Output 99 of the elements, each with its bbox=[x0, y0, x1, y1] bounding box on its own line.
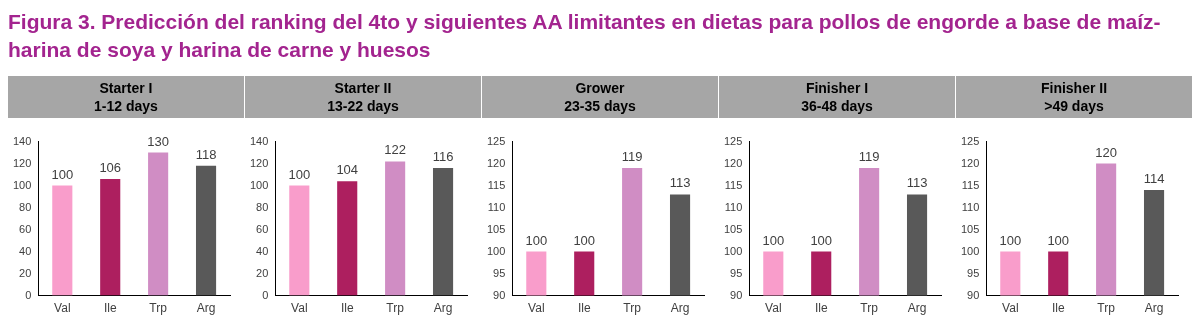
y-tick-label: 40 bbox=[256, 244, 269, 257]
bar bbox=[432, 168, 454, 296]
chart-subtitle: 13-22 days bbox=[327, 97, 399, 115]
y-tick-label: 110 bbox=[487, 200, 506, 213]
bar bbox=[195, 165, 217, 296]
y-tick-label: 80 bbox=[256, 200, 269, 213]
y-tick-label: 115 bbox=[724, 178, 743, 191]
data-label: 100 bbox=[810, 232, 833, 248]
data-label: 116 bbox=[432, 149, 454, 165]
y-tick-label: 120 bbox=[12, 156, 32, 169]
x-tick-label: Val bbox=[528, 301, 545, 316]
data-label: 120 bbox=[1095, 144, 1117, 160]
x-tick-label: Ile bbox=[814, 301, 828, 316]
x-tick-label: Ile bbox=[577, 301, 591, 316]
y-tick-label: 115 bbox=[961, 178, 980, 191]
data-label: 119 bbox=[621, 149, 643, 165]
bar bbox=[52, 185, 73, 296]
y-tick-label: 60 bbox=[256, 222, 269, 235]
bar bbox=[148, 152, 169, 296]
y-tick-label: 40 bbox=[19, 244, 32, 257]
y-tick-label: 110 bbox=[961, 200, 980, 213]
data-label: 100 bbox=[573, 232, 596, 248]
data-label: 104 bbox=[336, 162, 359, 178]
data-label: 106 bbox=[99, 160, 122, 176]
y-tick-label: 60 bbox=[19, 222, 32, 235]
text: Figura 3. Predicción del ranking del 4to y siguientes AA limitantes en dietas para pollos de engorde a base de maíz-harina de soya y harina de carne y huesos bbox=[8, 10, 1161, 61]
x-tick-label: Arg bbox=[433, 301, 453, 316]
x-tick-label: Arg bbox=[1144, 301, 1164, 316]
y-tick-label: 120 bbox=[486, 156, 506, 169]
y-tick-label: 90 bbox=[967, 288, 980, 301]
x-tick-label: Ile bbox=[340, 301, 354, 316]
chart-subtitle: >49 days bbox=[1044, 97, 1104, 115]
y-tick-label: 125 bbox=[960, 134, 980, 147]
y-tick-label: 100 bbox=[486, 244, 506, 257]
data-label: 113 bbox=[906, 175, 928, 191]
y-tick-label: 120 bbox=[723, 156, 743, 169]
bar bbox=[385, 161, 406, 296]
y-tick-label: 90 bbox=[493, 288, 506, 301]
x-tick-label: Arg bbox=[670, 301, 690, 316]
y-tick-label: 20 bbox=[19, 266, 32, 279]
y-tick-label: 95 bbox=[730, 266, 743, 279]
y-tick-label: 100 bbox=[12, 178, 32, 191]
data-label: 118 bbox=[195, 146, 217, 162]
data-label: 130 bbox=[147, 133, 169, 149]
x-tick-label: Val bbox=[1002, 301, 1019, 316]
x-tick-label: Val bbox=[291, 301, 308, 316]
chart-title: Finisher I bbox=[805, 79, 869, 97]
y-tick-label: 0 bbox=[262, 288, 269, 301]
x-tick-label: Arg bbox=[196, 301, 216, 316]
y-tick-label: 0 bbox=[25, 288, 32, 301]
y-tick-label: 105 bbox=[960, 222, 980, 235]
y-tick-label: 95 bbox=[493, 266, 506, 279]
y-tick-label: 80 bbox=[19, 200, 32, 213]
data-label: 100 bbox=[51, 166, 74, 182]
chart-subtitle: 23-35 days bbox=[564, 97, 636, 115]
y-tick-label: 100 bbox=[960, 244, 980, 257]
y-tick-label: 125 bbox=[486, 134, 506, 147]
chart-title: Starter I bbox=[99, 79, 153, 97]
y-tick-label: 140 bbox=[12, 134, 32, 147]
y-tick-label: 100 bbox=[249, 178, 269, 191]
bar bbox=[100, 179, 121, 296]
data-label: 114 bbox=[1143, 171, 1165, 187]
y-tick-label: 115 bbox=[487, 178, 506, 191]
y-tick-label: 95 bbox=[967, 266, 980, 279]
data-label: 100 bbox=[999, 232, 1022, 248]
y-tick-label: 20 bbox=[256, 266, 269, 279]
x-tick-label: Trp bbox=[623, 301, 642, 316]
x-tick-label: Arg bbox=[907, 301, 927, 316]
y-tick-label: 125 bbox=[723, 134, 743, 147]
x-tick-label: Ile bbox=[103, 301, 117, 316]
y-tick-label: 140 bbox=[249, 134, 269, 147]
x-tick-label: Val bbox=[765, 301, 782, 316]
x-tick-label: Val bbox=[54, 301, 71, 316]
y-tick-label: 110 bbox=[724, 200, 743, 213]
chart-title: Starter II bbox=[334, 79, 392, 97]
x-tick-label: Trp bbox=[386, 301, 405, 316]
y-tick-label: 120 bbox=[960, 156, 980, 169]
chart-subtitle: 1-12 days bbox=[94, 97, 158, 115]
y-tick-label: 105 bbox=[486, 222, 506, 235]
chart-title: Grower bbox=[575, 79, 625, 97]
y-tick-label: 120 bbox=[249, 156, 269, 169]
x-tick-label: Trp bbox=[149, 301, 168, 316]
data-label: 100 bbox=[288, 166, 311, 182]
x-tick-label: Trp bbox=[860, 301, 879, 316]
data-label: 119 bbox=[858, 149, 880, 165]
bar bbox=[337, 181, 358, 296]
chart-subtitle: 36-48 days bbox=[801, 97, 873, 115]
y-tick-label: 90 bbox=[730, 288, 743, 301]
data-label: 113 bbox=[669, 175, 691, 191]
x-tick-label: Ile bbox=[1051, 301, 1065, 316]
data-label: 122 bbox=[384, 142, 406, 158]
data-label: 100 bbox=[762, 232, 785, 248]
x-tick-label: Trp bbox=[1097, 301, 1116, 316]
data-label: 100 bbox=[1047, 232, 1070, 248]
chart-title: Finisher II bbox=[1040, 79, 1108, 97]
data-label: 100 bbox=[525, 232, 548, 248]
y-tick-label: 105 bbox=[723, 222, 743, 235]
y-tick-label: 100 bbox=[723, 244, 743, 257]
bar bbox=[289, 185, 310, 296]
